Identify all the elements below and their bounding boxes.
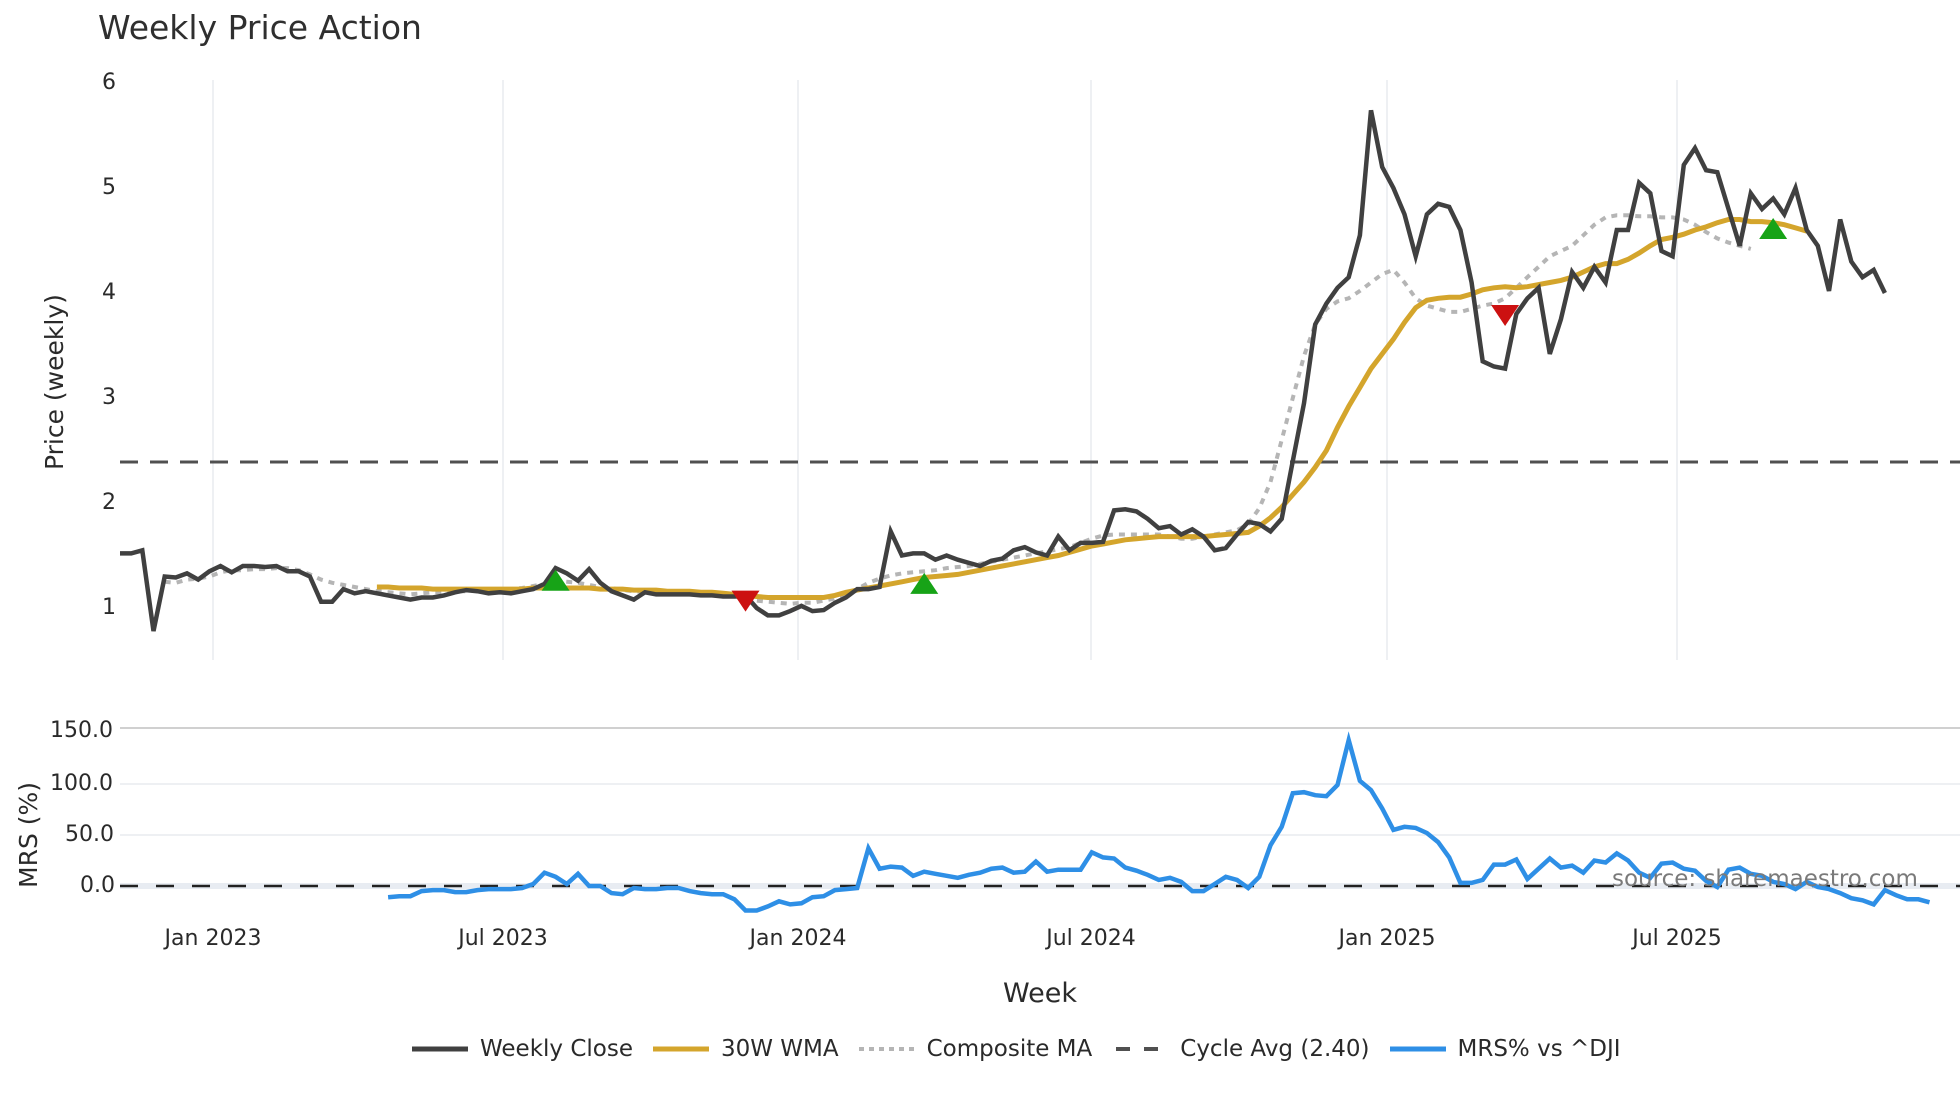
legend-label: Composite MA	[926, 1036, 1093, 1062]
xtick-jul-2023: Jul 2023	[458, 926, 548, 951]
mrs-ytick-50: 50.0	[65, 822, 114, 847]
xtick-jul-2024: Jul 2024	[1046, 926, 1136, 951]
source-watermark: source: sharemaestro.com	[1612, 866, 1918, 892]
weekly-close-line	[120, 109, 1887, 632]
chart-title: Weekly Price Action	[98, 8, 422, 47]
legend-item-composite-ma[interactable]: Composite MA	[857, 1036, 1093, 1062]
legend: Weekly Close 30W WMA Composite MA Cycle …	[410, 1036, 1639, 1062]
composite-ma-line	[164, 213, 1752, 606]
legend-label: MRS% vs ^DJI	[1457, 1036, 1621, 1062]
sell-signal-triangle-down-icon	[731, 590, 760, 612]
x-axis-label: Week	[1003, 978, 1077, 1009]
legend-label: Weekly Close	[480, 1036, 633, 1062]
dashed-line-icon	[1110, 1042, 1170, 1056]
signal-markers	[541, 218, 1788, 612]
price-y-axis-label: Price (weekly)	[40, 294, 69, 470]
xtick-jan-2023: Jan 2023	[164, 926, 262, 951]
solid-line-icon	[1388, 1042, 1448, 1056]
sell-signal-triangle-down-icon	[1491, 305, 1520, 326]
xtick-jan-2024: Jan 2024	[749, 926, 847, 951]
buy-signal-triangle-up-icon	[1759, 218, 1788, 239]
legend-label: Cycle Avg (2.40)	[1180, 1036, 1370, 1062]
dotted-line-icon	[857, 1042, 917, 1056]
buy-signal-triangle-up-icon	[910, 572, 939, 594]
price-ytick-4: 4	[102, 280, 116, 305]
solid-line-icon	[410, 1042, 470, 1056]
gridlines	[120, 80, 1960, 889]
price-ytick-3: 3	[102, 385, 116, 410]
mrs-y-axis-label: MRS (%)	[14, 781, 43, 888]
legend-item-cycle-avg[interactable]: Cycle Avg (2.40)	[1110, 1036, 1370, 1062]
mrs-line	[387, 731, 1931, 913]
mrs-ytick-100: 100.0	[50, 771, 113, 796]
price-ytick-5: 5	[102, 175, 116, 200]
xtick-jul-2025: Jul 2025	[1632, 926, 1722, 951]
solid-line-icon	[651, 1042, 711, 1056]
mrs-ytick-0: 0.0	[80, 873, 115, 898]
price-ytick-2: 2	[102, 490, 116, 515]
legend-label: 30W WMA	[720, 1036, 839, 1062]
mrs-ytick-150: 150.0	[50, 718, 113, 743]
price-ytick-1: 1	[102, 595, 116, 620]
buy-signal-triangle-up-icon	[541, 569, 570, 591]
legend-item-mrs[interactable]: MRS% vs ^DJI	[1388, 1036, 1621, 1062]
legend-item-30w-wma[interactable]: 30W WMA	[651, 1036, 839, 1062]
price-ytick-6: 6	[102, 70, 116, 95]
legend-item-weekly-close[interactable]: Weekly Close	[410, 1036, 633, 1062]
xtick-jan-2025: Jan 2025	[1338, 926, 1436, 951]
